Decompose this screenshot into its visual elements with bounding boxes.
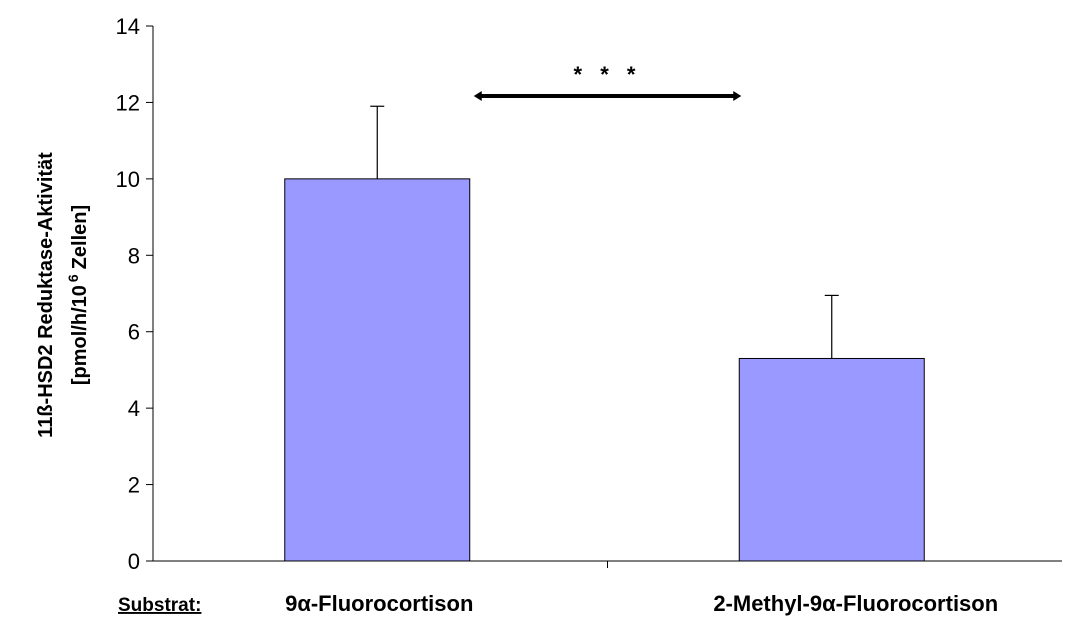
y-axis-label-exponent: 6 xyxy=(65,274,81,282)
labels: Substrat: 11ß-HSD2 Reduktase-Aktivität [… xyxy=(35,152,201,616)
y-tick-label: 4 xyxy=(128,396,140,421)
y-tick-label: 12 xyxy=(116,90,140,115)
y-tick-label: 0 xyxy=(128,549,140,574)
y-axis-label-line2-post: Zellen] xyxy=(69,205,91,269)
y-tick-label: 6 xyxy=(128,320,140,345)
x-category-label: 9α-Fluorocortison xyxy=(285,591,473,616)
y-axis-label-line2: [pmol/h/10 6 Zellen] xyxy=(65,205,91,385)
y-tick-label: 2 xyxy=(128,473,140,498)
x-prefix-label: Substrat: xyxy=(118,595,201,616)
y-tick-label: 10 xyxy=(116,167,140,192)
y-tick-label: 14 xyxy=(116,14,140,39)
y-axis-label-line1: 11ß-HSD2 Reduktase-Aktivität xyxy=(35,152,57,438)
bar xyxy=(738,357,925,562)
significance-annotation: * * * xyxy=(473,62,742,101)
bar xyxy=(284,178,471,562)
bars: 9α-Fluorocortison 2-Methyl-9α-Fluorocorti… xyxy=(284,105,998,616)
significance-label: * * * xyxy=(574,62,642,87)
x-category-label: 2-Methyl-9α-Fluorocortison xyxy=(713,591,998,616)
significance-arrow-right xyxy=(733,91,742,101)
y-tick-label: 8 xyxy=(128,243,140,268)
significance-arrow-left xyxy=(473,91,482,101)
y-axis-label-line2-pre: [pmol/h/10 xyxy=(69,285,91,385)
